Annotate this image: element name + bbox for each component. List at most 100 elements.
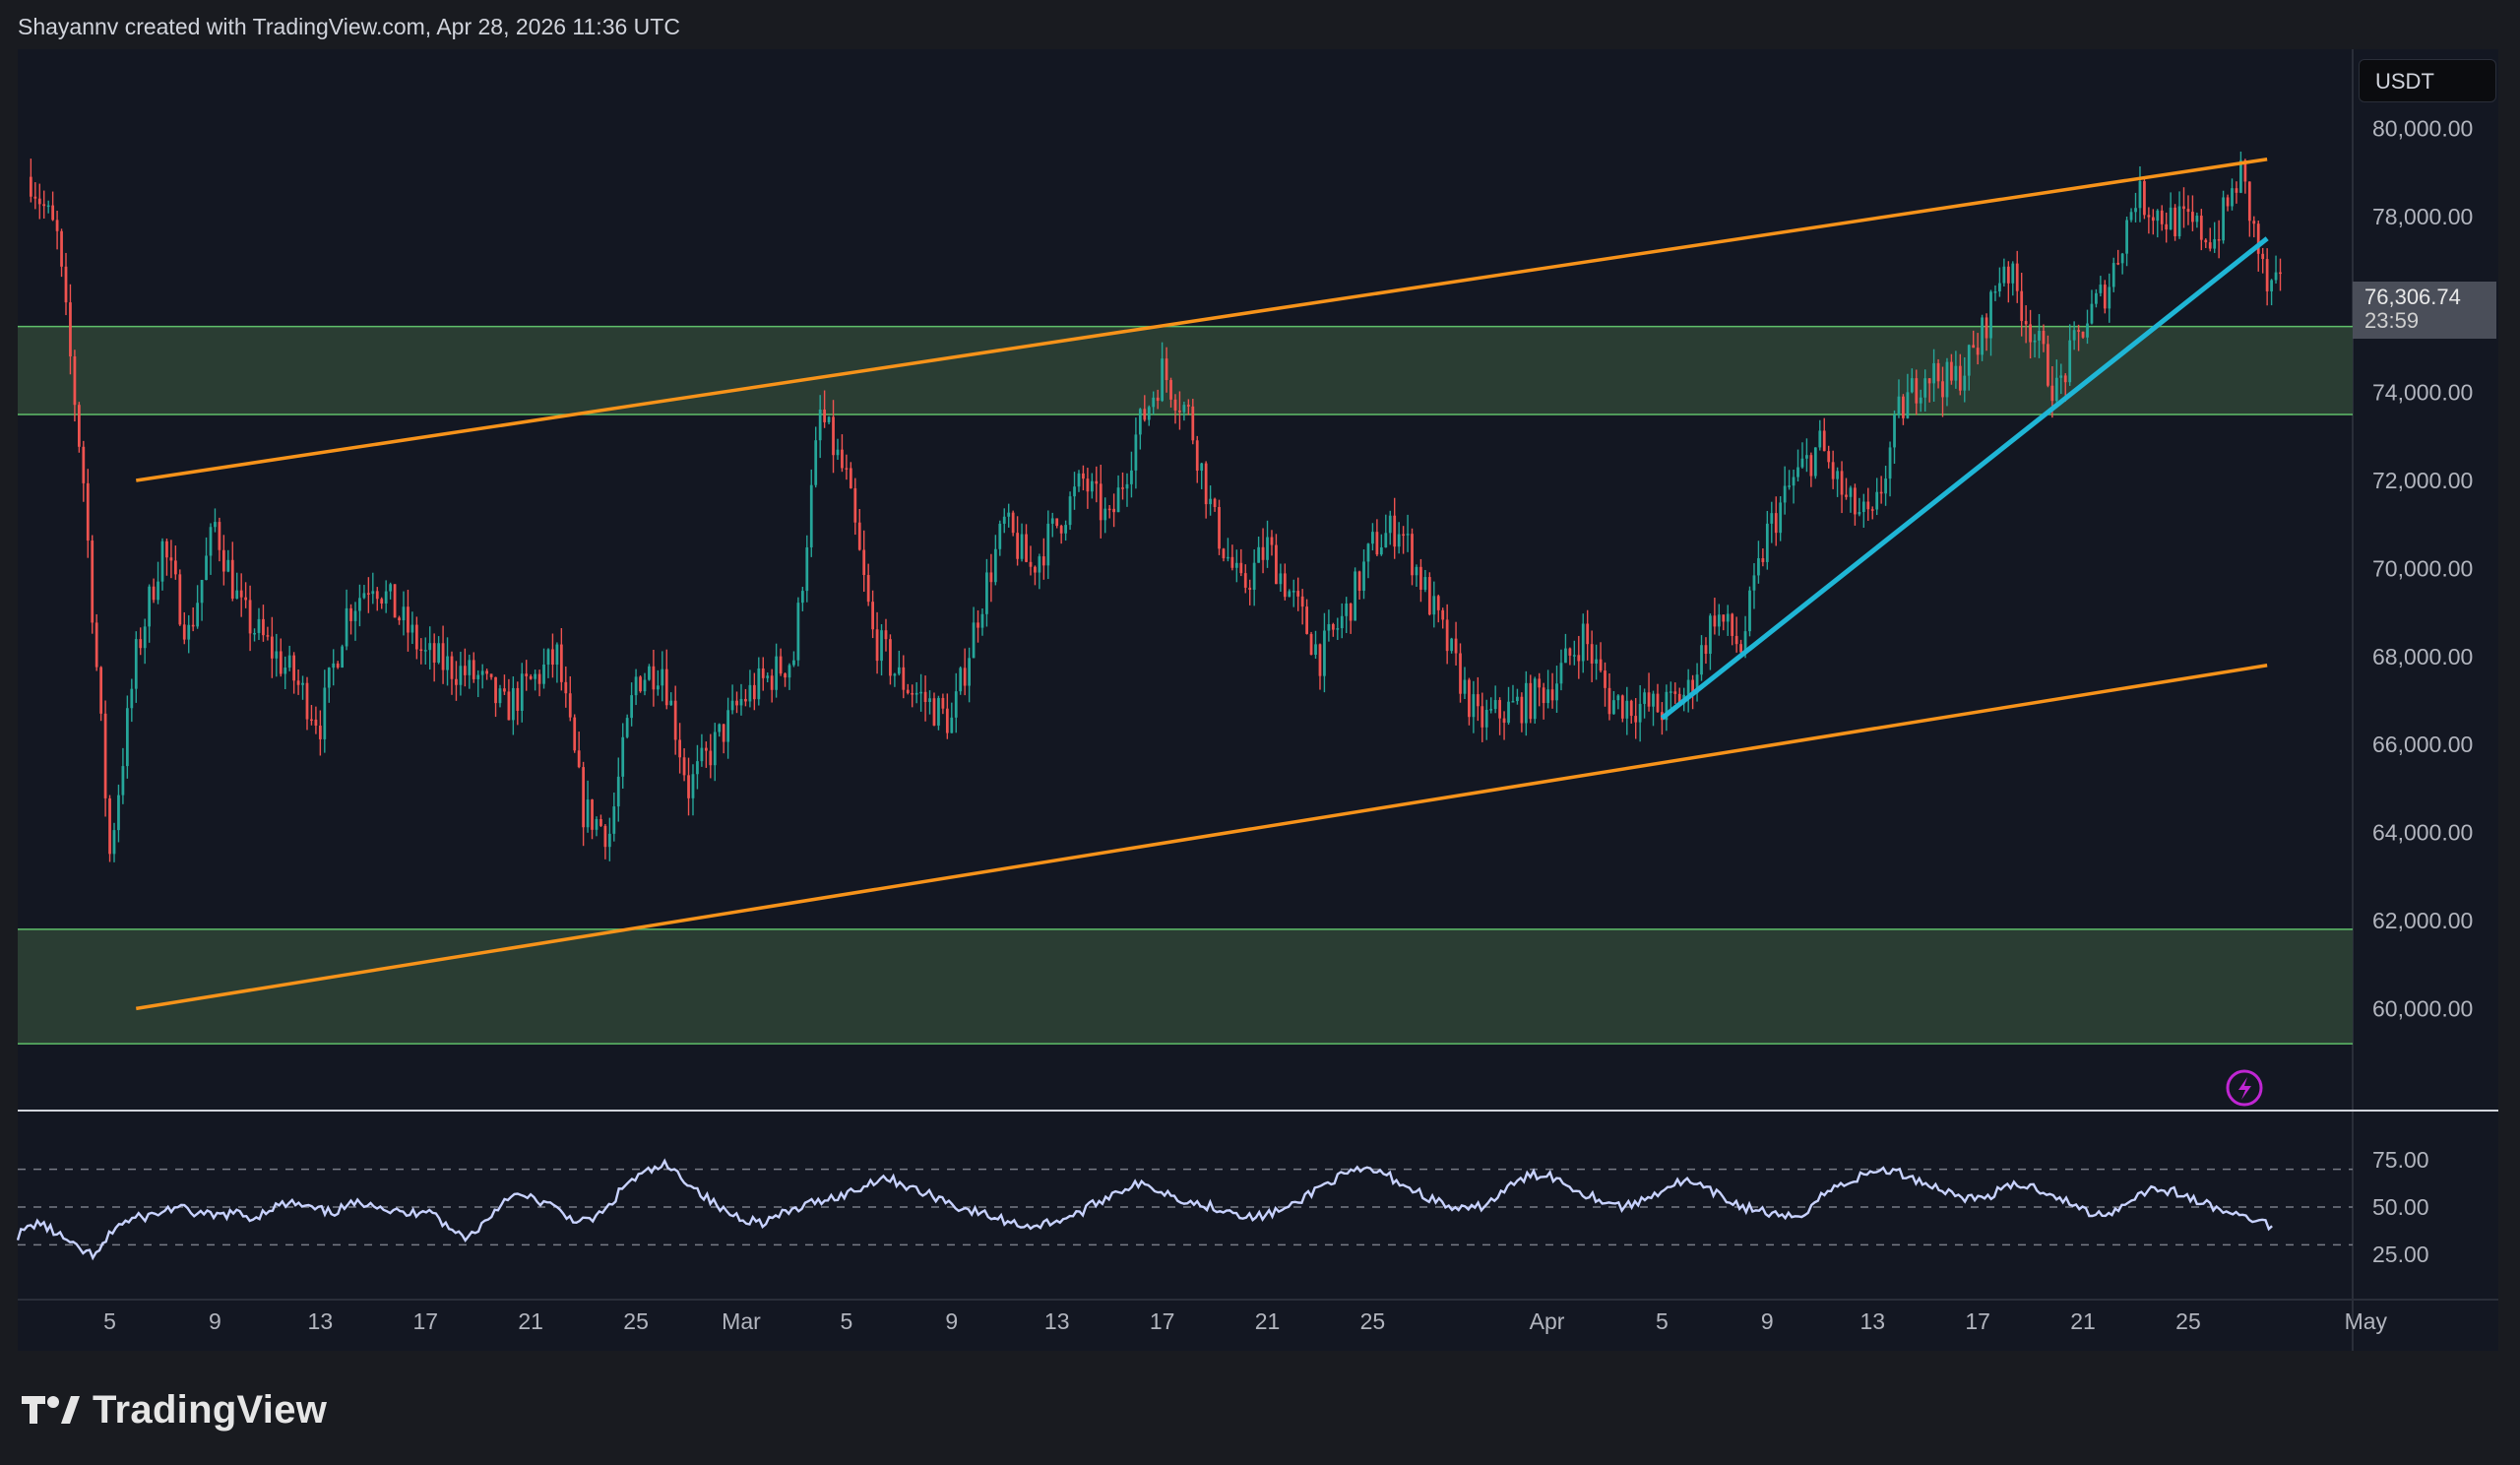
price-tick-label: 74,000.00 [2372, 380, 2473, 406]
candle-body-208 [941, 697, 945, 709]
candle-body-260 [1169, 380, 1172, 400]
currency-button[interactable]: USDT [2359, 59, 2496, 102]
candle-body-85 [402, 606, 406, 621]
candle-body-339 [1516, 696, 1519, 702]
candle-body-162 [739, 698, 743, 706]
candle-body-489 [2174, 207, 2176, 237]
candle-body-284 [1275, 544, 1278, 585]
candle-body-103 [480, 670, 484, 675]
candle-body-194 [880, 630, 883, 662]
candle-body-352 [1572, 655, 1576, 657]
candle-body-87 [410, 624, 414, 633]
candle-body-42 [214, 522, 217, 528]
candle-body-440 [1958, 365, 1962, 391]
candle-body-2 [37, 198, 41, 205]
candle-body-322 [1441, 609, 1445, 620]
candle-body-0 [29, 176, 32, 197]
candle-body-152 [696, 761, 699, 775]
candle-body-281 [1261, 546, 1265, 560]
candle-body-405 [1805, 455, 1808, 459]
candle-body-102 [476, 674, 480, 679]
candle-body-30 [160, 541, 164, 582]
candle-body-114 [529, 675, 533, 679]
candle-body-182 [827, 416, 831, 422]
bar-countdown: 23:59 [2364, 308, 2420, 333]
candle-body-135 [621, 736, 625, 777]
candle-body-296 [1327, 624, 1331, 631]
candle-body-204 [923, 691, 927, 703]
candle-body-309 [1384, 533, 1388, 548]
candle-body-230 [1038, 556, 1041, 573]
candle-body-196 [889, 639, 892, 676]
candle-body-271 [1218, 507, 1221, 549]
tradingview-logo[interactable]: TradingView [20, 1382, 327, 1437]
candle-body-494 [2195, 216, 2199, 223]
candle-body-336 [1502, 718, 1506, 724]
candle-body-291 [1305, 606, 1308, 634]
candle-body-117 [542, 664, 545, 684]
candle-body-156 [713, 732, 717, 766]
candle-body-237 [1068, 496, 1072, 526]
candle-body-39 [200, 580, 204, 604]
candle-body-437 [1945, 361, 1949, 398]
candle-body-500 [2222, 197, 2225, 241]
candle-body-418 [1861, 501, 1865, 513]
candle-body-181 [823, 409, 827, 422]
candle-body-190 [862, 549, 866, 576]
candle-body-193 [875, 629, 879, 662]
candle-body-459 [2042, 331, 2046, 345]
candle-body-426 [1897, 396, 1901, 415]
candle-body-424 [1888, 447, 1892, 479]
candle-body-145 [664, 669, 668, 706]
candle-body-212 [959, 668, 963, 692]
date-tick-label: 21 [2070, 1308, 2096, 1334]
candle-body-386 [1722, 614, 1726, 622]
candle-body-430 [1915, 378, 1919, 404]
candle-body-503 [2235, 188, 2238, 193]
candle-body-362 [1616, 695, 1620, 701]
candle-body-20 [117, 795, 120, 831]
candle-body-27 [148, 586, 152, 627]
candle-body-146 [669, 700, 673, 706]
candle-body-328 [1468, 679, 1471, 718]
candle-body-472 [2099, 285, 2103, 293]
candle-body-340 [1520, 696, 1524, 724]
candle-body-305 [1366, 543, 1370, 562]
candle-body-318 [1423, 577, 1427, 590]
candle-body-245 [1103, 508, 1107, 521]
candle-body-414 [1845, 494, 1848, 497]
candle-body-283 [1270, 537, 1274, 545]
candle-body-239 [1077, 473, 1081, 487]
candle-body-9 [69, 302, 72, 356]
candle-body-119 [551, 649, 554, 666]
candle-body-370 [1652, 693, 1655, 707]
candle-body-507 [2252, 221, 2256, 224]
date-tick-label: 9 [1761, 1308, 1774, 1334]
candle-body-443 [1972, 345, 1976, 349]
candle-body-206 [932, 698, 936, 726]
candle-body-113 [525, 673, 529, 676]
candle-body-488 [2169, 207, 2173, 230]
candle-body-160 [730, 700, 734, 711]
candle-body-373 [1665, 691, 1669, 721]
candle-body-19 [112, 830, 116, 855]
candle-body-345 [1542, 687, 1545, 704]
candle-body-77 [366, 593, 370, 595]
candle-body-277 [1243, 573, 1247, 588]
candle-body-65 [314, 719, 318, 727]
candle-body-40 [205, 555, 208, 581]
candle-body-246 [1107, 508, 1111, 511]
candle-body-91 [428, 643, 432, 651]
candle-body-169 [770, 675, 774, 690]
candle-body-137 [630, 695, 634, 719]
candle-body-332 [1484, 709, 1488, 728]
candle-body-241 [1086, 478, 1090, 492]
date-tick-label: 9 [209, 1308, 221, 1334]
candle-body-347 [1550, 689, 1554, 701]
candle-body-227 [1025, 534, 1028, 562]
candle-body-280 [1257, 546, 1260, 563]
candle-body-375 [1673, 691, 1677, 694]
candle-body-188 [853, 487, 857, 523]
candle-body-398 [1774, 513, 1778, 534]
